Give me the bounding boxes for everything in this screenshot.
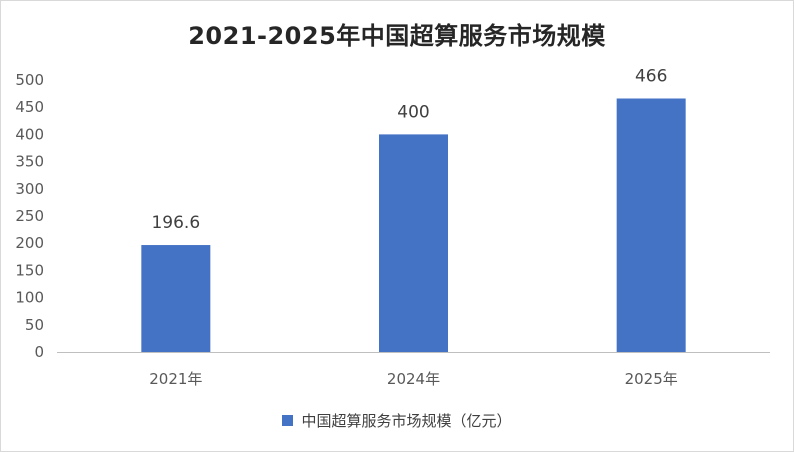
x-tick-label: 2025年: [625, 370, 678, 388]
data-label: 466: [635, 66, 667, 86]
y-tick-label: 500: [15, 71, 44, 89]
bar: [379, 134, 448, 352]
y-tick-label: 200: [15, 234, 44, 252]
data-labels: 196.6 400 466: [151, 66, 667, 233]
y-tick-label: 100: [15, 289, 44, 307]
x-axis-tick-labels: 2021年 2024年 2025年: [149, 370, 678, 388]
y-tick-label: 400: [15, 125, 44, 143]
y-tick-label: 300: [15, 180, 44, 198]
bar: [141, 245, 211, 352]
y-tick-label: 250: [15, 207, 44, 225]
y-tick-label: 450: [15, 98, 44, 116]
legend-label: 中国超算服务市场规模（亿元）: [301, 412, 512, 430]
legend-swatch: [282, 415, 294, 426]
legend: 中国超算服务市场规模（亿元）: [0, 410, 794, 431]
chart-title: 2021-2025年中国超算服务市场规模: [188, 22, 606, 50]
y-tick-label: 350: [15, 153, 44, 171]
y-tick-label: 150: [15, 261, 44, 279]
data-label: 196.6: [151, 213, 200, 233]
y-tick-label: 50: [25, 316, 44, 334]
bar-series: [141, 98, 686, 352]
bar: [616, 98, 686, 352]
y-tick-label: 0: [34, 343, 44, 361]
x-tick-label: 2024年: [387, 370, 440, 388]
data-label: 400: [397, 102, 429, 122]
x-tick-label: 2021年: [149, 370, 202, 388]
y-axis-tick-labels: 0 50 100 150 200 250 300 350 400 450 500: [15, 71, 44, 361]
